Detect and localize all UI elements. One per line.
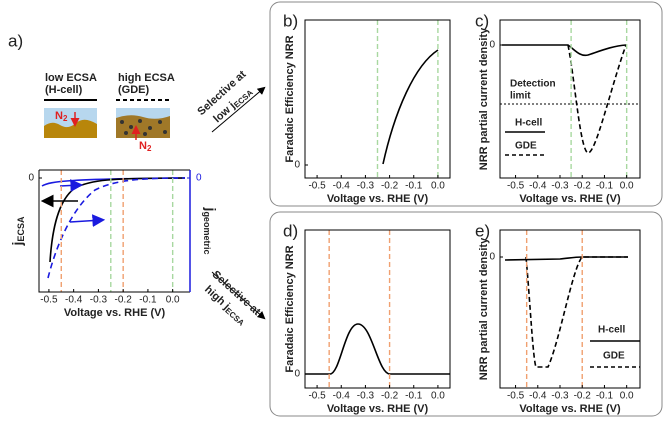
label: high ECSA (118, 72, 175, 84)
x-tick-label: -0.5 (308, 391, 326, 402)
y-tick-label: 0 (489, 40, 495, 51)
x-tick-label: -0.4 (333, 391, 351, 402)
y-axis-label: Faradaic Efficiency NRR (284, 35, 296, 162)
schematic: low ECSA (H-cell) N2 high ECSA (GDE) N2 (44, 72, 175, 153)
y-axis-label: NRR partial current density (478, 237, 490, 380)
x-tick-label: -0.1 (139, 295, 157, 306)
panel-label: e) (475, 221, 490, 240)
x-tick-label: -0.2 (381, 391, 399, 402)
arrow (211, 86, 266, 133)
y-tick-label: 0 (294, 160, 300, 171)
x-tick-label: -0.1 (405, 181, 423, 192)
y-axis-label: Faradaic Efficiency NRR (284, 35, 296, 162)
annotation: Detection (510, 79, 556, 90)
arrow-label: Selective at high jECSA (202, 269, 263, 328)
y-axis-label: ECSA (16, 216, 26, 242)
x-tick-label: -0.1 (596, 391, 614, 402)
x-tick-label: -0.5 (507, 181, 525, 192)
axis (304, 229, 451, 389)
x-axis-label: Voltage vs. RHE (V) (327, 193, 429, 205)
label: 2 (147, 144, 152, 153)
label: N (55, 110, 63, 122)
x-tick-label: -0.4 (529, 391, 547, 402)
x-tick-label: -0.2 (381, 181, 399, 192)
legend-label: GDE (603, 351, 625, 362)
label: low ECSA (45, 72, 97, 84)
x-tick-label: -0.2 (574, 181, 592, 192)
y-axis-label: Faradaic Efficiency NRR (284, 245, 296, 372)
x-axis-label: Voltage vs. RHE (V) (327, 403, 429, 415)
y-axis-label: j (9, 242, 25, 247)
x-axis-label: Voltage vs. RHE (V) (519, 403, 621, 415)
label: N2 (55, 110, 68, 123)
y-tick-label: 0 (294, 369, 300, 380)
axis (38, 170, 190, 293)
y2-tick-label: 0 (196, 173, 202, 184)
axis (499, 19, 641, 179)
panel-label: c) (475, 11, 489, 30)
y-tick-label: 0 (28, 173, 34, 184)
label: (GDE) (118, 84, 150, 96)
y-axis-label: NRR partial current density (478, 27, 490, 170)
x-tick-label: -0.4 (333, 181, 351, 192)
y-axis-label: NRR partial current density (478, 27, 490, 170)
x-tick-label: -0.1 (405, 391, 423, 402)
x-tick-label: 0.0 (431, 391, 445, 402)
panel-box (269, 211, 663, 417)
x-tick-label: 0.0 (620, 391, 634, 402)
axis (304, 19, 451, 179)
legend-label: H-cell (515, 118, 542, 129)
panel-label: b) (283, 11, 298, 30)
annotation: limit (510, 91, 531, 102)
y-tick-label: 0 (489, 252, 495, 263)
arrow (211, 271, 266, 320)
x-tick-label: 0.0 (620, 181, 634, 192)
x-tick-label: 0.0 (166, 295, 180, 306)
x-tick-label: -0.4 (529, 181, 547, 192)
x-tick-label: -0.3 (90, 295, 108, 306)
y-axis-label: NRR partial current density (478, 237, 490, 380)
curves (40, 44, 640, 375)
x-tick-label: -0.3 (551, 391, 569, 402)
x-tick-label: -0.2 (115, 295, 133, 306)
x-tick-label: -0.5 (308, 181, 326, 192)
y-axis-label: jECSA (9, 216, 27, 246)
label: ECSA (223, 306, 246, 328)
x-tick-label: -0.4 (65, 295, 83, 306)
x-tick-label: -0.3 (357, 391, 375, 402)
x-tick-label: -0.5 (507, 391, 525, 402)
panel-box (269, 1, 663, 207)
label: 2 (63, 114, 68, 123)
y2-axis-label: geometric (202, 211, 212, 254)
x-tick-label: -0.1 (596, 181, 614, 192)
legend-label: GDE (515, 141, 537, 152)
y2-axis-label: jgeometric (202, 207, 220, 255)
x-axis-label: Voltage vs. RHE (V) (64, 307, 166, 319)
x-tick-label: -0.3 (357, 181, 375, 192)
x-tick-label: -0.5 (40, 295, 58, 306)
panel-label: d) (283, 221, 298, 240)
label: N (139, 140, 147, 152)
x-tick-label: 0.0 (431, 181, 445, 192)
label: N2 (139, 140, 152, 153)
x-axis-label: Voltage vs. RHE (V) (519, 193, 621, 205)
x-tick-label: -0.3 (551, 181, 569, 192)
x-tick-label: -0.2 (574, 391, 592, 402)
y2-axis-label: j (203, 207, 219, 212)
y-axis-label: Faradaic Efficiency NRR (284, 245, 296, 372)
panel-label: a) (8, 31, 23, 50)
legend-label: H-cell (598, 325, 625, 336)
axis (499, 229, 641, 389)
label: (H-cell) (45, 84, 83, 96)
